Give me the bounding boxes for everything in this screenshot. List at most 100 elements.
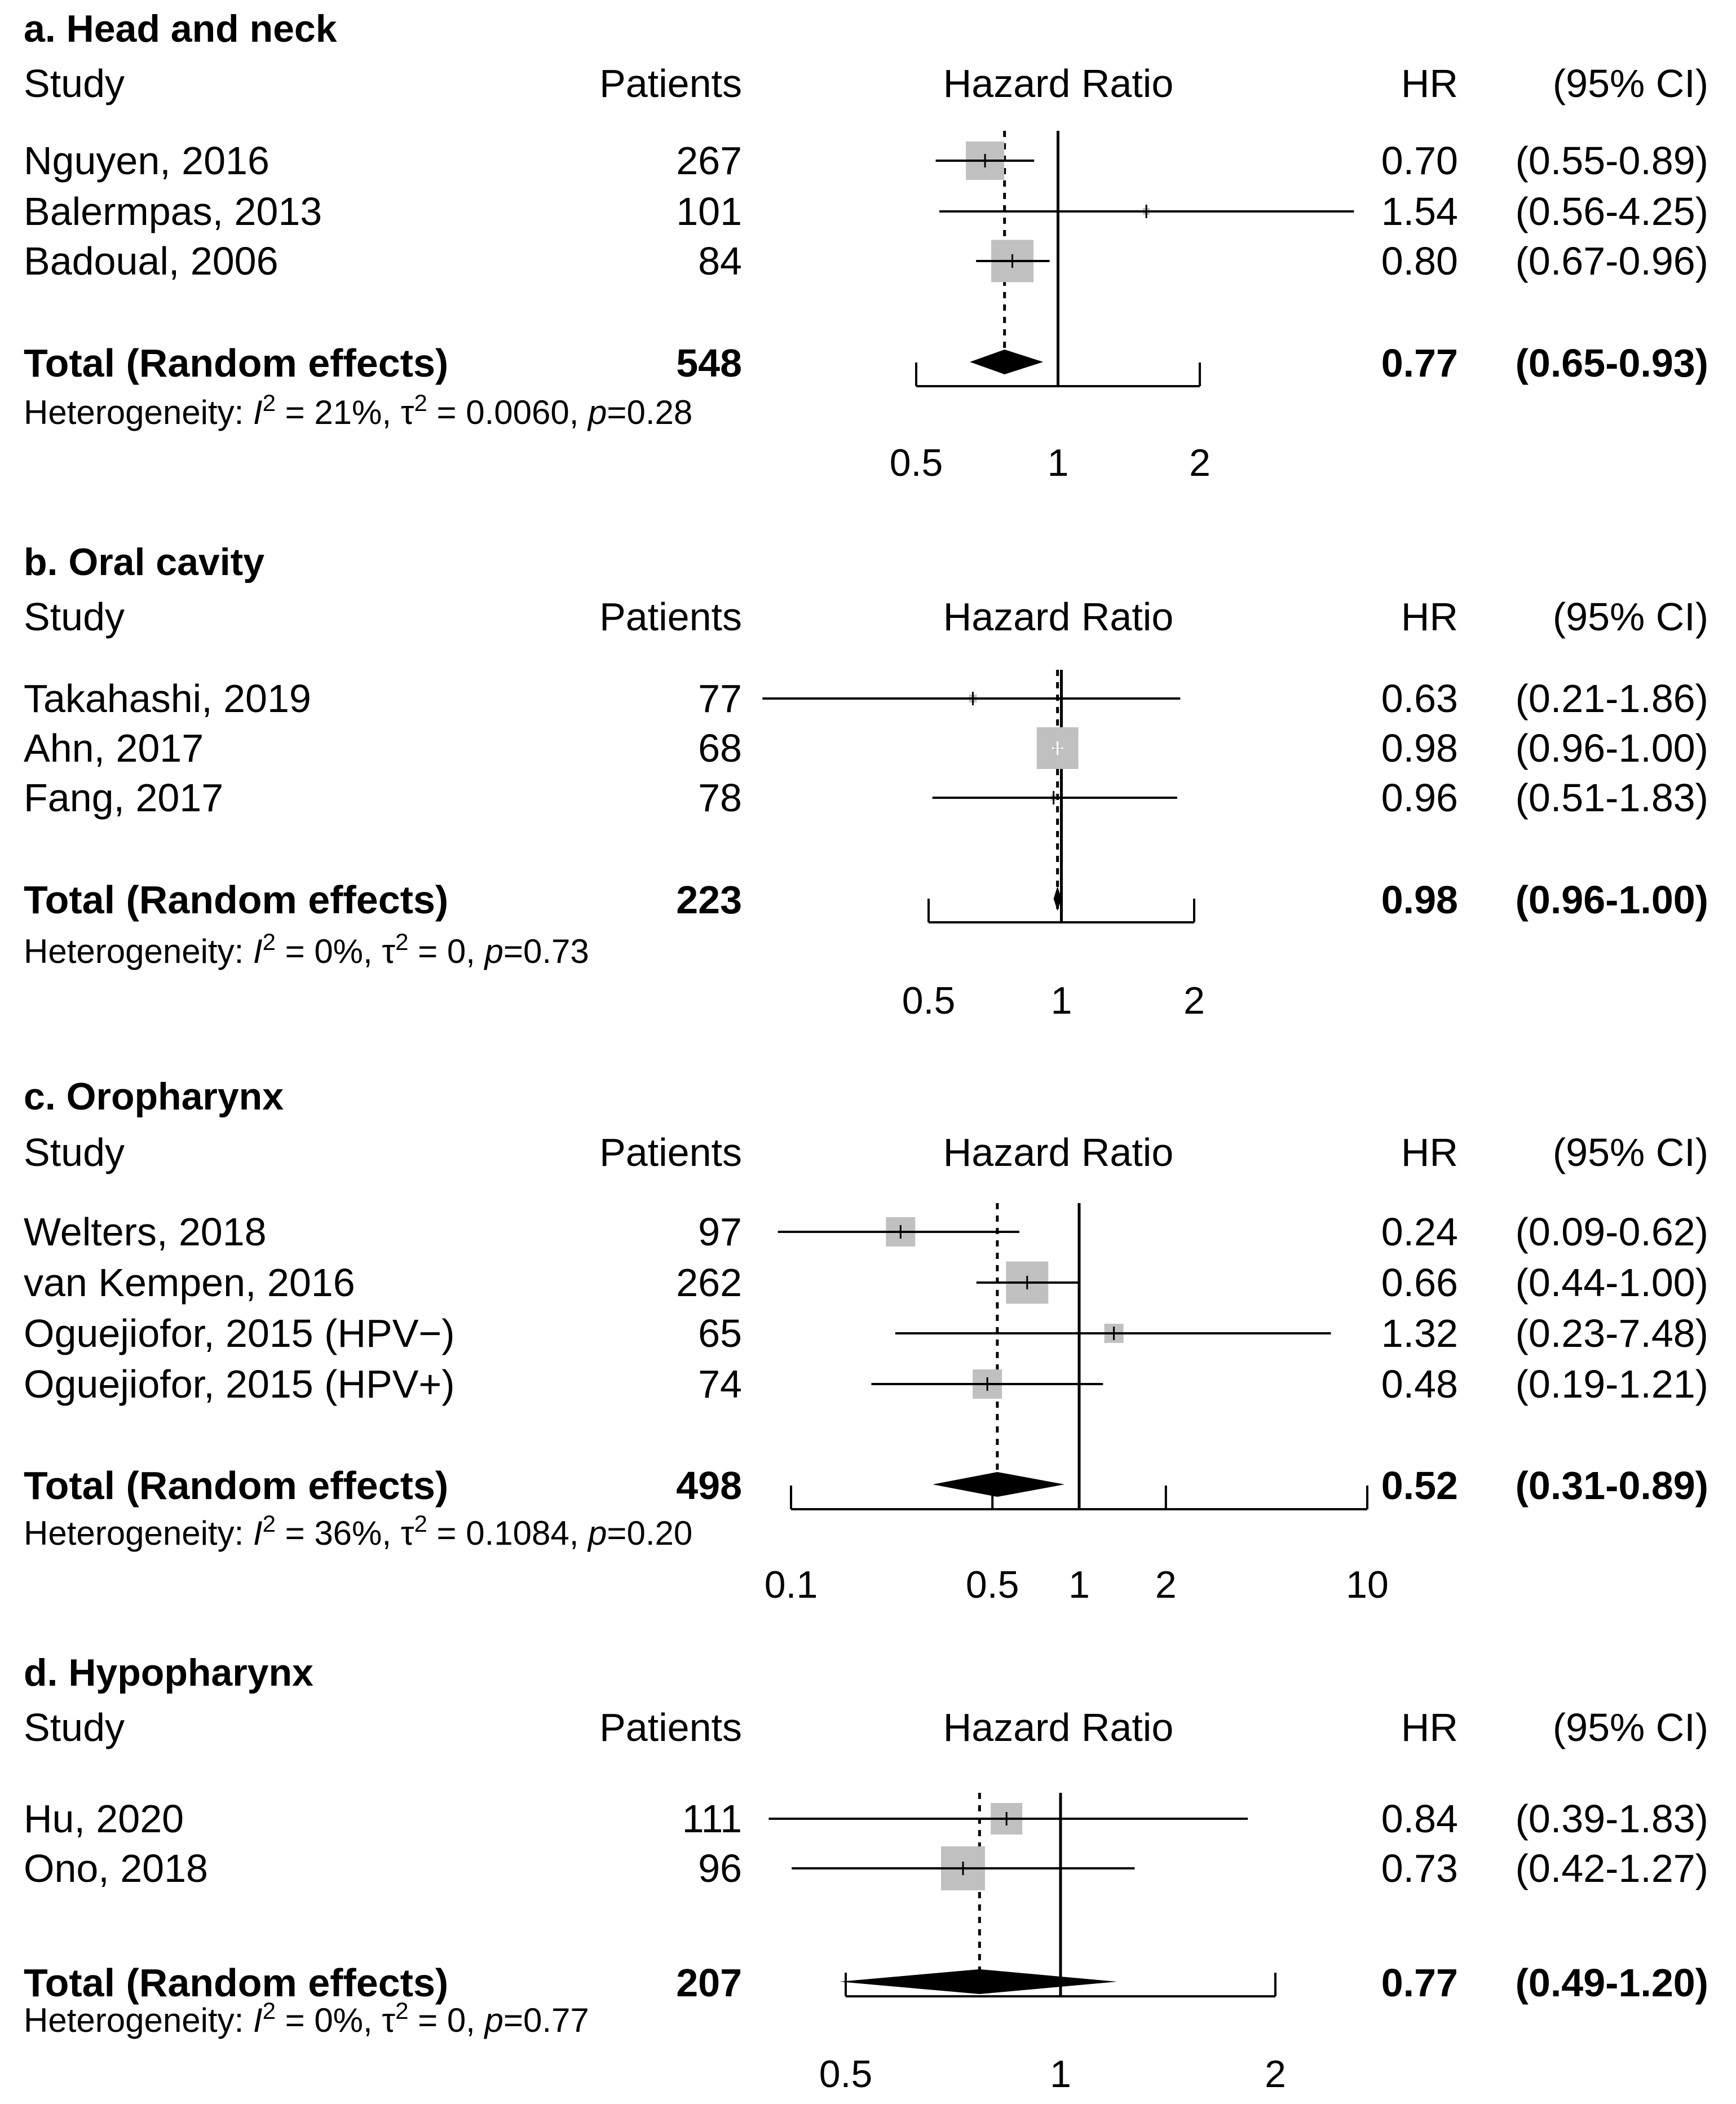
header-hr: HR bbox=[1401, 595, 1458, 639]
study-hr: 0.84 bbox=[1381, 1797, 1458, 1841]
study-name: van Kempen, 2016 bbox=[24, 1261, 355, 1305]
study-ci: (0.56-4.25) bbox=[1516, 189, 1708, 233]
heterogeneity-text: Heterogeneity: I2 = 21%, τ2 = 0.0060, p=… bbox=[24, 390, 692, 432]
x-axis-tick-label: 0.5 bbox=[819, 2053, 873, 2096]
het-tau-superscript: 2 bbox=[414, 390, 427, 416]
study-ci: (0.67-0.96) bbox=[1516, 239, 1708, 283]
study-row: Hu, 2020 111 0.84 (0.39-1.83) bbox=[24, 1797, 1708, 1841]
total-ci: (0.49-1.20) bbox=[1516, 1961, 1708, 2005]
study-hr: 0.70 bbox=[1381, 139, 1458, 183]
x-axis-tick-label: 1 bbox=[1051, 979, 1072, 1022]
header-hazard-ratio: Hazard Ratio bbox=[943, 61, 1174, 105]
het-tau-value: = 0.1084, bbox=[427, 1514, 588, 1552]
study-hr: 1.54 bbox=[1381, 189, 1458, 233]
het-p-symbol: p bbox=[484, 2001, 503, 2039]
het-tau-value: = 0, bbox=[408, 932, 484, 970]
study-ci: (0.21-1.86) bbox=[1516, 677, 1708, 721]
forest-panel-4: d. Hypopharynx Study Patients Hazard Ratio H… bbox=[24, 1651, 1708, 2096]
pooled-diamond bbox=[1053, 886, 1062, 911]
total-hr: 0.77 bbox=[1381, 341, 1458, 385]
total-patients: 223 bbox=[676, 878, 742, 922]
total-hr: 0.77 bbox=[1381, 1961, 1458, 2005]
study-hr: 0.80 bbox=[1381, 239, 1458, 283]
het-tau-value: = 0.0060, bbox=[427, 394, 588, 431]
total-label: Total (Random effects) bbox=[24, 1464, 448, 1508]
header-patients: Patients bbox=[599, 595, 742, 639]
het-tau-symbol: τ bbox=[382, 932, 395, 970]
x-axis-tick-label: 1 bbox=[1050, 2053, 1071, 2096]
header-ci: (95% CI) bbox=[1553, 595, 1708, 639]
study-ci: (0.19-1.21) bbox=[1516, 1362, 1708, 1406]
het-tau-superscript: 2 bbox=[395, 929, 408, 955]
study-name: Oguejiofor, 2015 (HPV−) bbox=[24, 1311, 455, 1355]
study-patients: 267 bbox=[676, 139, 742, 183]
total-label: Total (Random effects) bbox=[24, 341, 448, 385]
panel-title: c. Oropharynx bbox=[24, 1075, 284, 1118]
x-axis-tick-label: 0.5 bbox=[902, 979, 956, 1022]
study-ci: (0.51-1.83) bbox=[1516, 776, 1708, 820]
het-p-value: =0.77 bbox=[503, 2001, 589, 2039]
het-prefix: Heterogeneity: bbox=[24, 394, 253, 431]
x-axis-tick-label: 10 bbox=[1346, 1563, 1389, 1606]
heterogeneity-text: Heterogeneity: I2 = 0%, τ2 = 0, p=0.73 bbox=[24, 929, 589, 971]
x-axis-tick-label: 1 bbox=[1068, 1563, 1090, 1606]
study-name: Welters, 2018 bbox=[24, 1210, 267, 1254]
header-study: Study bbox=[24, 595, 125, 639]
study-row: Oguejiofor, 2015 (HPV+) 74 0.48 (0.19-1.21) bbox=[24, 1362, 1708, 1406]
total-row: Total (Random effects) 223 0.98 (0.96-1.00) bbox=[24, 878, 1708, 922]
header-ci: (95% CI) bbox=[1553, 61, 1708, 105]
study-patients: 74 bbox=[698, 1362, 742, 1406]
study-row: Nguyen, 2016 267 0.70 (0.55-0.89) bbox=[24, 139, 1708, 183]
study-hr: 0.96 bbox=[1381, 776, 1458, 820]
het-i2-value: = 36%, bbox=[276, 1514, 401, 1552]
x-axis-tick-label: 2 bbox=[1183, 979, 1205, 1022]
study-hr: 0.48 bbox=[1381, 1362, 1458, 1406]
study-patients: 111 bbox=[682, 1797, 742, 1841]
x-axis-tick-label: 0.5 bbox=[966, 1563, 1019, 1606]
total-hr: 0.52 bbox=[1381, 1464, 1458, 1508]
panel-title: d. Hypopharynx bbox=[24, 1651, 313, 1694]
x-axis: 0.5 1 2 bbox=[819, 1973, 1286, 2096]
x-axis: 0.5 1 2 bbox=[902, 899, 1205, 1022]
study-name: Ahn, 2017 bbox=[24, 726, 204, 770]
het-p-value: =0.20 bbox=[607, 1514, 692, 1552]
forest-panel-3: c. Oropharynx Study Patients Hazard Ratio HR… bbox=[24, 1075, 1708, 1606]
study-row: Welters, 2018 97 0.24 (0.09-0.62) bbox=[24, 1210, 1708, 1254]
header-study: Study bbox=[24, 61, 125, 105]
panel-title: b. Oral cavity bbox=[24, 541, 264, 584]
het-p-symbol: p bbox=[587, 394, 607, 431]
het-p-symbol: p bbox=[587, 1514, 607, 1552]
study-hr: 1.32 bbox=[1381, 1311, 1458, 1355]
het-tau-value: = 0, bbox=[408, 2001, 484, 2039]
forest-panel-2: b. Oral cavity Study Patients Hazard Ratio H… bbox=[24, 541, 1708, 1022]
het-i2-superscript: 2 bbox=[263, 1997, 276, 2024]
total-hr: 0.98 bbox=[1381, 878, 1458, 922]
study-patients: 262 bbox=[676, 1261, 742, 1305]
heterogeneity-text: Heterogeneity: I2 = 0%, τ2 = 0, p=0.77 bbox=[24, 1997, 589, 2040]
study-ci: (0.42-1.27) bbox=[1516, 1846, 1708, 1890]
study-name: Balermpas, 2013 bbox=[24, 189, 322, 233]
pooled-diamond bbox=[970, 350, 1044, 374]
study-name: Takahashi, 2019 bbox=[24, 677, 311, 721]
het-i2-symbol: I bbox=[253, 932, 263, 970]
study-patients: 78 bbox=[698, 776, 742, 820]
header-hr: HR bbox=[1401, 1705, 1458, 1749]
header-hr: HR bbox=[1401, 61, 1458, 105]
total-label: Total (Random effects) bbox=[24, 1961, 448, 2005]
header-study: Study bbox=[24, 1705, 125, 1749]
study-hr: 0.98 bbox=[1381, 726, 1458, 770]
study-patients: 101 bbox=[676, 189, 742, 233]
study-ci: (0.55-0.89) bbox=[1516, 139, 1708, 183]
het-i2-superscript: 2 bbox=[263, 390, 276, 416]
het-tau-symbol: τ bbox=[401, 394, 414, 431]
study-hr: 0.73 bbox=[1381, 1846, 1458, 1890]
header-patients: Patients bbox=[599, 1130, 742, 1174]
study-ci: (0.39-1.83) bbox=[1516, 1797, 1708, 1841]
study-hr: 0.66 bbox=[1381, 1261, 1458, 1305]
het-i2-value: = 0%, bbox=[276, 2001, 382, 2039]
study-patients: 65 bbox=[698, 1311, 742, 1355]
study-name: Nguyen, 2016 bbox=[24, 139, 270, 183]
study-patients: 77 bbox=[698, 677, 742, 721]
total-row: Total (Random effects) 498 0.52 (0.31-0.89) bbox=[24, 1464, 1708, 1508]
